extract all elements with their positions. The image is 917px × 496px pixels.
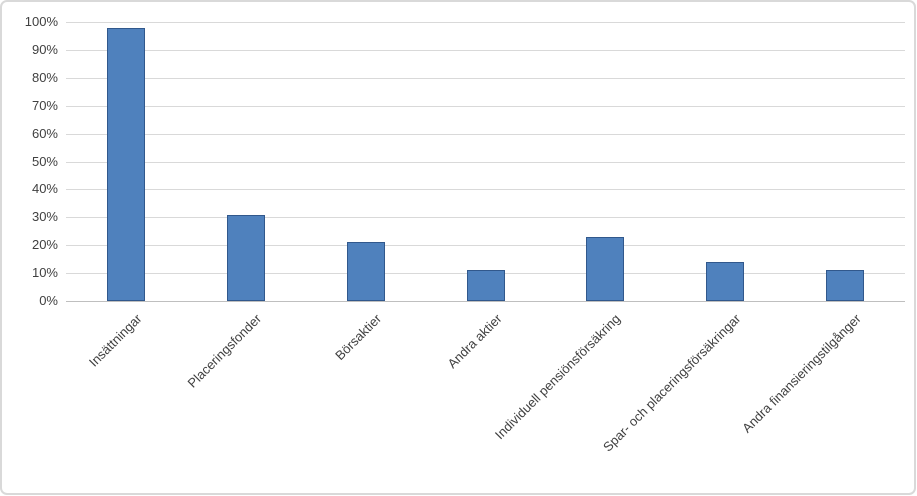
gridline-50 — [66, 161, 905, 163]
gridline-30 — [66, 217, 905, 219]
x-category-label: Individuell pensiönsförsäkring — [492, 311, 624, 443]
y-tick-label-40: 40% — [31, 181, 58, 197]
y-tick-label-100: 100% — [24, 14, 58, 29]
bar-4[interactable] — [467, 270, 505, 301]
gridline-80 — [66, 77, 905, 79]
gridline-90 — [66, 49, 905, 51]
y-tick-label-80: 80% — [31, 69, 58, 85]
y-tick-label-0: 0% — [39, 293, 58, 308]
bar-1[interactable] — [107, 28, 145, 301]
gridline-70 — [66, 105, 905, 107]
gridline-40 — [66, 189, 905, 191]
y-tick-label-50: 50% — [31, 153, 58, 169]
gridline-60 — [66, 133, 905, 135]
x-category-label: Insättningar — [85, 311, 145, 370]
x-category-label: Andra finansieringstilgånger — [739, 311, 864, 436]
gridline-100 — [66, 22, 905, 23]
x-axis-line — [66, 301, 905, 302]
y-tick-label-70: 70% — [31, 97, 58, 113]
x-category-label: Andra aktier — [444, 311, 505, 372]
y-tick-label-20: 20% — [31, 237, 58, 253]
bar-5[interactable] — [586, 237, 624, 301]
y-tick-label-30: 30% — [31, 209, 58, 225]
bar-6[interactable] — [706, 262, 744, 301]
x-category-label: Börsaktier — [332, 311, 385, 363]
y-tick-label-60: 60% — [31, 125, 58, 141]
x-category-label: Spar- och placeringsförsäkringar — [600, 311, 744, 455]
x-category-label: Placeringsfonder — [185, 311, 265, 391]
gridline-20 — [66, 245, 905, 247]
bar-3[interactable] — [347, 242, 385, 301]
y-tick-label-10: 10% — [31, 265, 58, 281]
bar-2[interactable] — [227, 215, 265, 301]
y-tick-label-90: 90% — [31, 41, 58, 57]
bar-7[interactable] — [826, 270, 864, 301]
